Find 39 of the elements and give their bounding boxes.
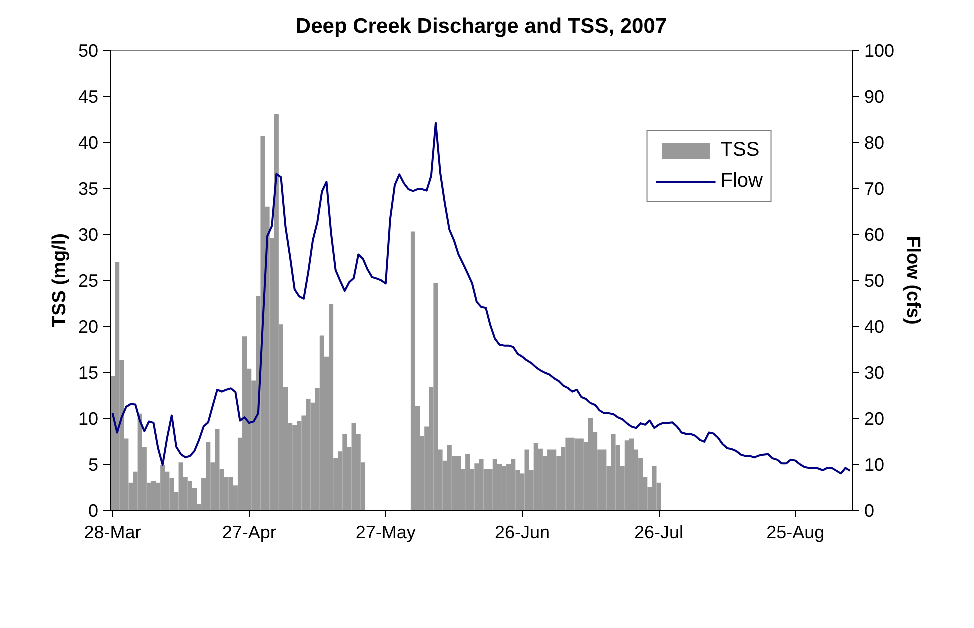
y-tick-label: 40: [78, 133, 99, 153]
y2-tick-label: 70: [864, 179, 885, 199]
y2-tick-label: 60: [864, 225, 885, 245]
y-tick-label: 50: [78, 41, 99, 61]
bar: [456, 456, 462, 510]
y-axis-title: TSS (mg/l): [49, 234, 70, 328]
y-tick-label: 20: [78, 317, 99, 337]
y2-tick-label: 0: [864, 501, 875, 521]
y2-tick-label: 90: [864, 87, 885, 107]
y2-tick-label: 50: [864, 271, 885, 291]
bar: [151, 481, 156, 510]
legend-label: TSS: [720, 139, 760, 162]
x-tick-label: 27-May: [356, 522, 416, 542]
y2-tick-label: 20: [864, 409, 885, 429]
y-tick-label: 0: [88, 501, 99, 521]
line-series: [112, 122, 852, 475]
y2-tick-label: 100: [864, 41, 895, 61]
bar: [588, 418, 594, 510]
legend-label: Flow: [720, 170, 763, 193]
x-tick-label: 25-Aug: [766, 522, 825, 542]
y-tick-label: 45: [78, 87, 99, 107]
y2-tick-label: 10: [864, 455, 885, 475]
y-tick-label: 30: [78, 225, 99, 245]
y-tick-label: 5: [88, 455, 99, 475]
y-tick-label: 10: [78, 409, 99, 429]
chart-title: Deep Creek Discharge and TSS, 2007: [296, 15, 668, 38]
x-tick-label: 27-Apr: [222, 522, 276, 542]
y-tick-label: 15: [78, 363, 99, 383]
bar: [115, 262, 120, 510]
x-tick-label: 26-Jun: [494, 522, 550, 542]
bar: [502, 466, 507, 510]
y2-tick-label: 40: [864, 317, 885, 337]
x-tick-label: 28-Mar: [84, 522, 142, 542]
y-tick-label: 25: [78, 271, 99, 291]
y2-tick-label: 30: [864, 363, 885, 383]
x-tick-label: 26-Jul: [634, 522, 684, 542]
y2-axis-title: Flow (cfs): [902, 236, 924, 325]
y2-tick-label: 80: [864, 133, 885, 153]
y-tick-label: 35: [78, 179, 99, 199]
